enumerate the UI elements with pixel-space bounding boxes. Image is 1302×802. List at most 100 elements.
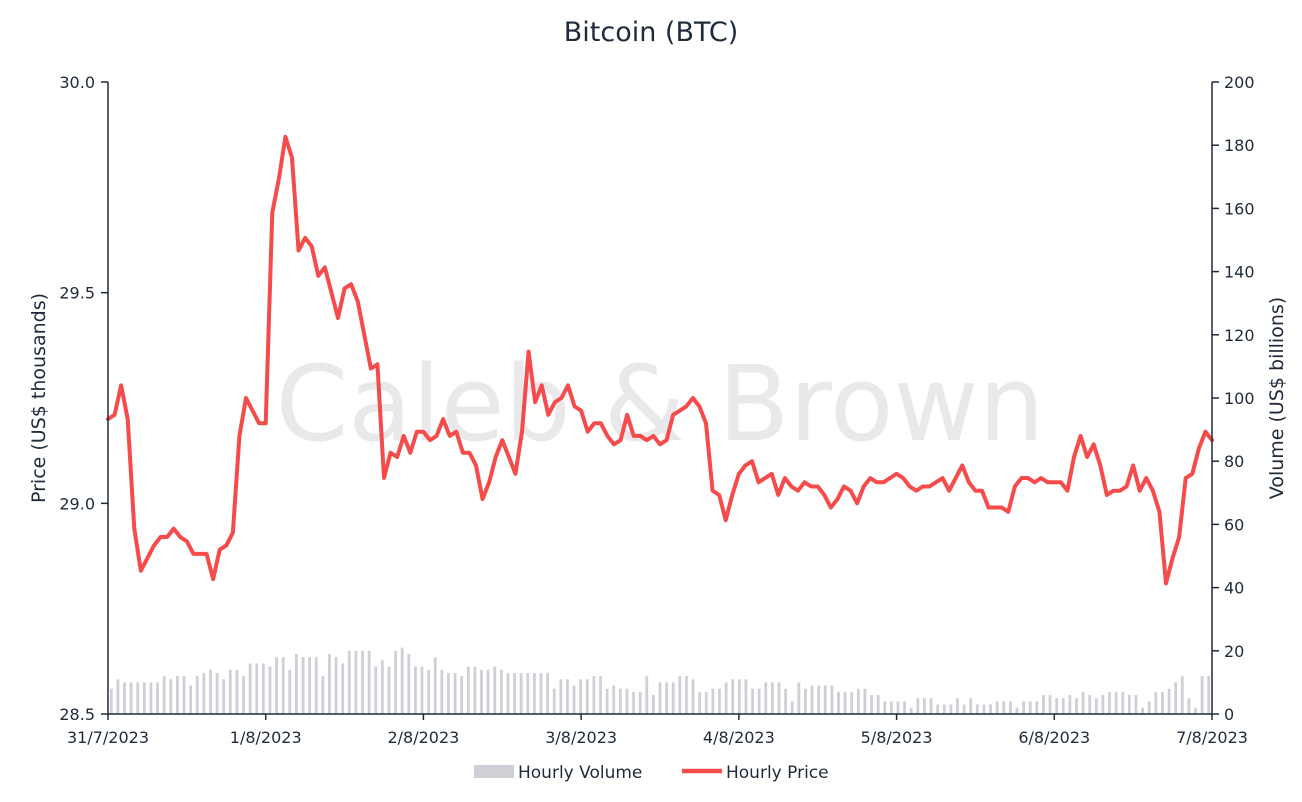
x-tick-label: 7/8/2023 [1176, 728, 1248, 747]
volume-bar [566, 679, 569, 714]
right-tick-label: 200 [1224, 73, 1255, 92]
volume-bar [923, 698, 926, 714]
right-axis-label: Volume (US$ billions) [1266, 297, 1288, 499]
volume-bar [123, 682, 126, 714]
volume-bar [526, 672, 530, 714]
volume-bar [1194, 707, 1197, 714]
volume-bar [380, 660, 384, 714]
volume-bar [658, 682, 662, 714]
volume-bar [731, 679, 735, 714]
legend-volume-label: Hourly Volume [518, 763, 642, 783]
volume-bar [876, 695, 880, 714]
right-tick-label: 80 [1224, 452, 1244, 471]
volume-bar [222, 679, 226, 714]
volume-bar [1094, 698, 1098, 714]
volume-bar [420, 666, 424, 714]
volume-bar [936, 704, 940, 714]
volume-bar [916, 698, 920, 714]
volume-bar [645, 676, 649, 714]
volume-bars [109, 647, 1211, 714]
volume-bar [1081, 691, 1085, 714]
volume-bar [235, 669, 239, 714]
volume-bar [149, 682, 153, 714]
volume-bar [737, 679, 741, 714]
volume-bar [1174, 682, 1178, 714]
volume-bar [1022, 701, 1025, 714]
right-tick-label: 120 [1224, 326, 1255, 345]
volume-bar [1147, 701, 1151, 714]
volume-bar [1167, 688, 1171, 714]
volume-bar [969, 698, 973, 714]
volume-bar [209, 669, 212, 714]
volume-bar [440, 669, 444, 714]
volume-bar [744, 679, 748, 714]
volume-bar [447, 672, 450, 714]
volume-bar [347, 650, 351, 714]
volume-bar [176, 676, 179, 714]
volume-bar [711, 688, 715, 714]
volume-bar [638, 691, 642, 714]
left-axis-label: Price (US$ thousands) [28, 293, 50, 503]
volume-bar [625, 688, 629, 714]
volume-bar [896, 701, 900, 714]
volume-bar [195, 676, 199, 714]
volume-bar [956, 698, 959, 714]
volume-bar [870, 695, 873, 714]
volume-bar [889, 701, 893, 714]
volume-bar [394, 650, 397, 714]
volume-bar [341, 663, 345, 714]
volume-bar [784, 688, 787, 714]
volume-bar [685, 676, 688, 714]
volume-bar [579, 679, 583, 714]
x-tick-label: 1/8/2023 [230, 728, 302, 747]
volume-bar [255, 663, 259, 714]
right-tick-label: 140 [1224, 263, 1255, 282]
volume-bar [281, 657, 285, 714]
volume-bar [843, 691, 847, 714]
volume-bar [751, 688, 754, 714]
volume-bar [1154, 691, 1158, 714]
x-tick-label: 2/8/2023 [387, 728, 459, 747]
volume-bar [460, 676, 464, 714]
volume-bar [486, 669, 490, 714]
volume-bar [1127, 695, 1131, 714]
left-tick-label: 29.5 [59, 284, 95, 303]
volume-bar [328, 653, 331, 714]
volume-bar [830, 685, 834, 714]
volume-bar [909, 707, 913, 714]
volume-bar [982, 704, 986, 714]
x-axis-ticks: 31/7/2023 1/8/2023 2/8/2023 3/8/2023 4/8/202… [67, 714, 1248, 747]
volume-bar [837, 691, 840, 714]
x-tick-label: 3/8/2023 [545, 728, 617, 747]
volume-bar [539, 672, 543, 714]
right-tick-label: 60 [1224, 515, 1244, 534]
x-tick-label: 4/8/2023 [703, 728, 775, 747]
volume-bar [414, 666, 417, 714]
volume-bar [261, 663, 265, 714]
left-axis-ticks: 28.5 29.0 29.5 30.0 [59, 73, 108, 724]
volume-bar [823, 685, 827, 714]
volume-bar [552, 688, 556, 714]
volume-bar [1121, 691, 1125, 714]
volume-bar [790, 701, 794, 714]
volume-bar [1055, 698, 1059, 714]
right-tick-label: 180 [1224, 136, 1255, 155]
volume-bar [1015, 707, 1019, 714]
volume-bar [189, 685, 193, 714]
volume-bar [433, 657, 437, 714]
volume-bar [321, 676, 325, 714]
left-tick-label: 30.0 [59, 73, 95, 92]
volume-bar [1108, 691, 1111, 714]
volume-bar [572, 685, 576, 714]
volume-bar [599, 676, 602, 714]
volume-bar [334, 657, 338, 714]
volume-bar [1207, 676, 1211, 714]
volume-bar [817, 685, 821, 714]
volume-bar [1088, 695, 1092, 714]
volume-bar [1161, 691, 1164, 714]
volume-bar [182, 676, 186, 714]
left-tick-label: 28.5 [59, 705, 95, 724]
volume-bar [268, 666, 272, 714]
volume-bar [156, 682, 159, 714]
